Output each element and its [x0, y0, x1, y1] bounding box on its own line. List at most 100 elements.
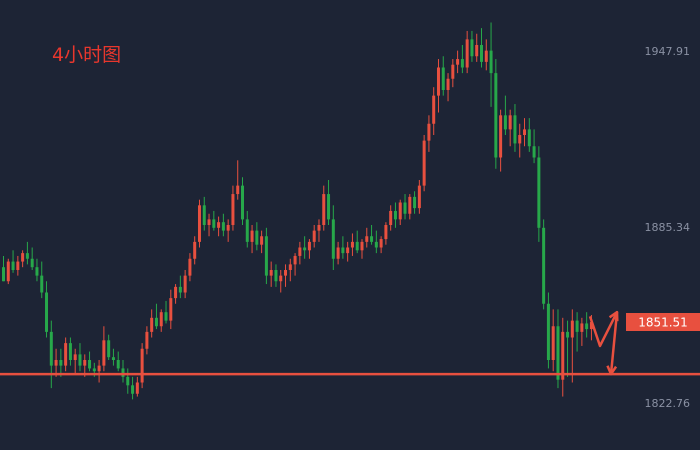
candle-body [570, 320, 574, 338]
candle-body [183, 275, 187, 293]
candle-body [245, 219, 249, 242]
candle [288, 258, 292, 282]
candle-body [508, 115, 512, 130]
candle [551, 309, 555, 372]
candle-body [293, 255, 297, 265]
candle-body [197, 205, 201, 242]
candle [241, 177, 244, 225]
candle [284, 264, 288, 287]
candle-body [135, 382, 139, 394]
candle-body [518, 135, 522, 144]
candle-body [45, 292, 49, 332]
candle-body [317, 225, 321, 231]
candle [384, 222, 388, 245]
candle-body [556, 326, 560, 380]
candle-body [169, 298, 173, 321]
candle [236, 160, 240, 200]
candle-body [274, 270, 278, 282]
candle-body [436, 67, 440, 96]
current-price-tag [626, 313, 700, 332]
candle [322, 185, 326, 231]
candle-body [489, 50, 493, 74]
candle-body [59, 360, 63, 366]
candle-body [523, 129, 527, 135]
candle-body [116, 360, 120, 369]
candle [566, 320, 570, 377]
candle-body [403, 202, 407, 214]
candle [389, 205, 393, 231]
candle-body [346, 247, 350, 254]
candle-body [475, 45, 479, 57]
candle-body [307, 241, 311, 251]
candle-body [389, 210, 393, 225]
candle-body [279, 275, 283, 282]
candle [403, 194, 407, 220]
candle-body [350, 241, 354, 248]
candle [580, 317, 584, 346]
candle-body [193, 241, 197, 259]
candle-body [432, 95, 436, 124]
candle [107, 334, 111, 360]
candle-body [484, 50, 488, 62]
arrow-head-down [606, 365, 618, 376]
candle [503, 95, 507, 135]
candle [6, 258, 10, 285]
candle-body [589, 322, 593, 330]
candle [370, 225, 374, 245]
candle [542, 219, 546, 310]
candle-body [413, 196, 417, 209]
candle-body [360, 241, 364, 251]
candle [317, 219, 321, 242]
candle-body [532, 146, 536, 158]
candle-body [542, 227, 546, 304]
candle-body [379, 239, 383, 248]
candle [40, 261, 44, 299]
candle [73, 348, 77, 375]
candle-body [150, 317, 154, 332]
candle [150, 309, 154, 338]
candle [30, 247, 34, 270]
candle [121, 360, 125, 383]
candle-body [341, 247, 345, 254]
candle [432, 87, 436, 135]
candle [97, 360, 101, 383]
candle-body [241, 185, 244, 220]
candle [398, 199, 402, 225]
candle [21, 250, 25, 268]
candle [154, 303, 158, 330]
current-price-label: 1851.51 [638, 316, 688, 330]
candle-body [298, 247, 302, 256]
candle-body [174, 286, 178, 299]
candle [2, 255, 5, 282]
candle-body [322, 194, 326, 225]
candle [537, 146, 541, 242]
candle [231, 185, 235, 231]
candle [88, 351, 92, 372]
candle [135, 376, 139, 397]
candle-body [35, 267, 39, 276]
candle [570, 309, 574, 383]
candle [336, 241, 340, 265]
candle [174, 284, 178, 304]
candle-body [140, 348, 144, 383]
candle [35, 258, 39, 282]
candle-body [566, 331, 570, 338]
candle-body [54, 360, 58, 366]
candle-body [21, 253, 25, 262]
candle-body [303, 247, 307, 251]
candle-body [236, 185, 240, 195]
candle-body [212, 219, 216, 228]
candle-body [30, 258, 34, 268]
candle-body [393, 210, 397, 220]
candle-body [284, 270, 288, 276]
candle-body [374, 241, 378, 248]
candle-body [178, 286, 182, 293]
candle-body [503, 115, 507, 130]
candle [140, 343, 144, 389]
overlay-group: 1947.91 1885.34 1822.76 1851.51 [0, 45, 700, 410]
candle-body [226, 225, 230, 231]
candle [207, 213, 211, 237]
candle [346, 241, 350, 262]
candle [226, 219, 230, 242]
candle-body [546, 303, 550, 360]
